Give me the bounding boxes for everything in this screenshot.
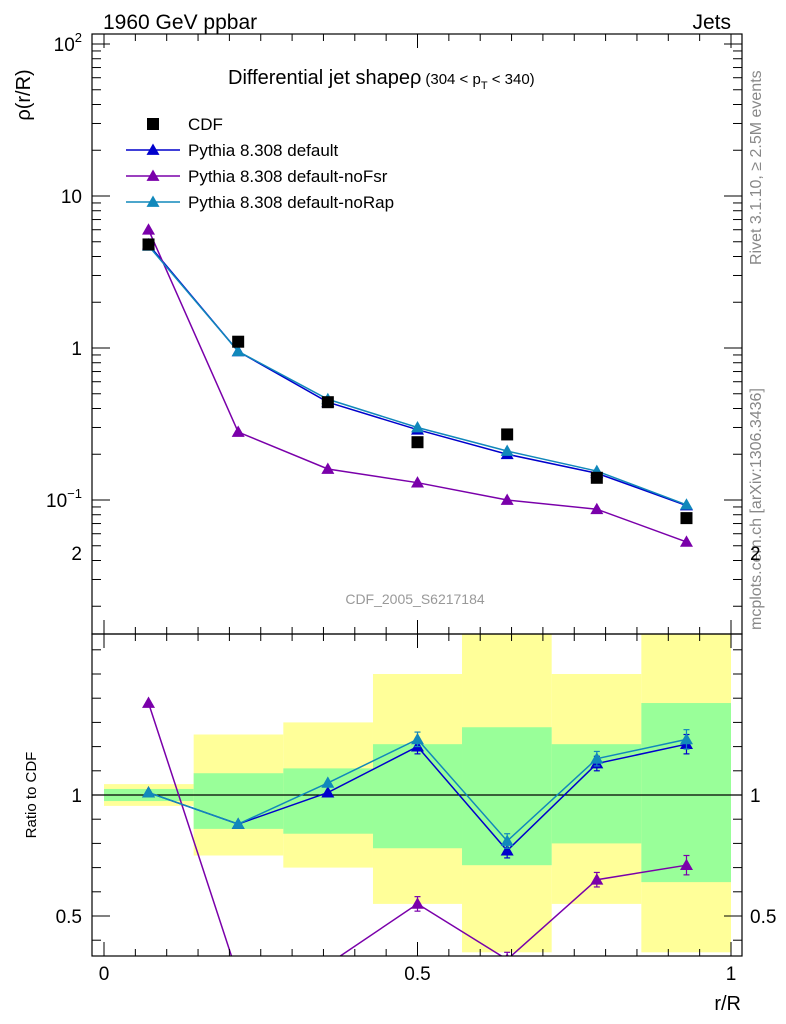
y-tick-label: 10−1 bbox=[46, 486, 82, 512]
series-point-1 bbox=[231, 425, 245, 437]
header-right: Jets bbox=[692, 11, 731, 34]
series-line-1 bbox=[147, 229, 687, 543]
watermark: CDF_2005_S6217184 bbox=[345, 591, 485, 607]
series-point-1 bbox=[679, 535, 693, 547]
header-left: 1960 GeV ppbar bbox=[103, 11, 257, 34]
y-axis-label: ρ(r/R) bbox=[13, 69, 35, 120]
ratio-point-0 bbox=[500, 844, 514, 856]
series-line-2 bbox=[147, 245, 687, 506]
ratio-y-tick-label-right: 2 bbox=[750, 544, 761, 565]
ratio-y-axis-label: Ratio to CDF bbox=[23, 752, 40, 839]
series-point-2 bbox=[411, 420, 424, 433]
series-point-1 bbox=[142, 223, 156, 235]
ratio-y-tick-label: 2 bbox=[71, 544, 82, 565]
ratio-point-1 bbox=[232, 970, 245, 981]
series-point-2 bbox=[500, 444, 514, 456]
data-point bbox=[680, 512, 693, 525]
ratio-point-1 bbox=[411, 897, 424, 909]
series-point-1 bbox=[500, 493, 514, 505]
ratio-band-inner bbox=[372, 744, 463, 849]
data-point bbox=[232, 335, 245, 348]
ratio-point-1 bbox=[679, 858, 693, 871]
ratio-point-2 bbox=[590, 752, 604, 764]
series-point-1 bbox=[590, 502, 604, 515]
ratio-point-0 bbox=[321, 786, 335, 798]
legend-marker-0 bbox=[146, 143, 160, 155]
chart-title-text: Differential jet shape bbox=[228, 67, 410, 89]
legend-label-data: CDF bbox=[188, 115, 223, 134]
legend-label-0: Pythia 8.308 default bbox=[188, 141, 339, 160]
x-tick-label: 0.5 bbox=[404, 964, 430, 985]
chart-title-range: (304 < pT < 340) bbox=[425, 71, 534, 92]
legend-label-1: Pythia 8.308 default-noFsr bbox=[188, 167, 388, 186]
x-axis-label: r/R bbox=[714, 993, 741, 1015]
legend-label-2: Pythia 8.308 default-noRap bbox=[188, 193, 394, 212]
y-tick-label: 10 bbox=[61, 187, 82, 208]
ratio-point-1 bbox=[142, 696, 156, 708]
ratio-point-2 bbox=[142, 786, 156, 798]
y-tick-label: 1 bbox=[71, 339, 82, 360]
y-tick-label: 102 bbox=[54, 30, 82, 56]
ratio-point-2 bbox=[500, 834, 514, 846]
data-point bbox=[142, 238, 155, 251]
ratio-point-1 bbox=[505, 953, 509, 956]
legend-marker-data bbox=[147, 118, 159, 130]
ratio-y-tick-label: 0.5 bbox=[56, 907, 82, 928]
ratio-point-2 bbox=[231, 817, 245, 829]
data-point bbox=[411, 436, 424, 449]
side-label-bottom: mcplots.cern.ch [arXiv:1306.3436] bbox=[748, 388, 765, 630]
data-point bbox=[321, 396, 334, 409]
legend-marker-1 bbox=[146, 169, 160, 181]
data-point bbox=[501, 428, 514, 441]
series-point-2 bbox=[679, 498, 693, 510]
side-label-top: Rivet 3.1.10, ≥ 2.5M events bbox=[748, 70, 765, 265]
ratio-y-tick-label: 1 bbox=[71, 786, 82, 807]
ratio-point-1 bbox=[590, 873, 604, 885]
series-point-1 bbox=[411, 476, 424, 488]
series-point-1 bbox=[321, 462, 335, 474]
chart-title-symbol: ρ bbox=[410, 67, 421, 89]
ratio-point-2 bbox=[411, 732, 424, 745]
series-line-0 bbox=[147, 243, 687, 507]
ratio-point-2 bbox=[321, 776, 335, 788]
x-tick-label: 0 bbox=[99, 964, 110, 985]
legend-marker-2 bbox=[146, 195, 160, 207]
series-point-2 bbox=[231, 344, 245, 357]
ratio-point-1 bbox=[321, 958, 334, 969]
x-tick-label: 1 bbox=[726, 964, 737, 985]
ratio-y-tick-label-right: 1 bbox=[750, 786, 761, 807]
ratio-point-2 bbox=[679, 732, 693, 745]
data-point bbox=[590, 471, 603, 484]
ratio-y-tick-label-right: 0.5 bbox=[750, 907, 776, 928]
chart-title: Differential jet shapeρ (304 < pT < 340) bbox=[228, 67, 535, 92]
